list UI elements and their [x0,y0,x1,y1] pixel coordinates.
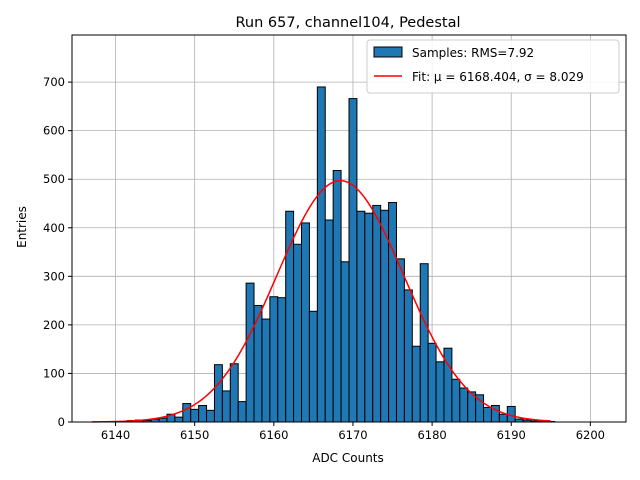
histogram-bar [403,289,413,423]
histogram-bar [293,243,303,423]
histogram-bar [261,318,271,423]
histogram-bar [356,210,366,423]
x-tick-label: 6190 [497,428,526,442]
histogram-bar [388,202,397,423]
y-tick-label: 200 [43,318,65,332]
histogram-bar [182,403,192,423]
legend-swatch-samples [373,46,403,58]
histogram-bar [372,204,382,423]
histogram-bar [451,378,461,423]
histogram-bar [277,297,287,423]
histogram-bar [380,209,390,423]
fit-curve [91,179,551,423]
histogram-bar [301,222,310,423]
histogram-bar [435,361,445,423]
y-tick-label: 300 [43,269,65,283]
x-axis-label: ADC Counts [312,451,384,465]
x-tick-label: 6150 [180,428,209,442]
histogram-bar [419,263,429,423]
y-axis-label: Entries [15,206,29,248]
histogram-bar [229,363,239,423]
y-tick-label: 100 [43,366,65,380]
legend: Samples: RMS=7.92 Fit: μ = 6168.404, σ =… [366,39,620,94]
histogram-bar [269,296,279,423]
ticks: 6140 6150 6160 6170 6180 6190 6200 0 100 200 300 40… [43,75,605,442]
y-tick-label: 500 [43,172,65,186]
histogram-bar [364,212,374,423]
histogram-bar [316,86,326,423]
histogram-bar [285,210,295,423]
histogram-bar [158,417,168,423]
histogram-bar [221,390,231,423]
histogram-bar [237,401,247,423]
y-tick-label: 700 [43,75,65,89]
histogram-bar [411,345,421,423]
histogram-bar [498,413,508,423]
histogram-bar [245,282,255,423]
histogram-bar [206,409,215,423]
histogram-bar [190,408,200,423]
histogram-bar [213,364,223,423]
x-tick-label: 6160 [259,428,288,442]
histogram-bar [308,310,318,423]
histogram-bar [340,261,350,423]
x-tick-label: 6180 [417,428,446,442]
histogram-bar [348,98,358,423]
x-tick-label: 6170 [338,428,367,442]
legend-label-samples: Samples: RMS=7.92 [412,46,534,60]
x-tick-label: 6140 [101,428,130,442]
histogram-bar [198,404,208,423]
histogram-bar [427,342,437,423]
chart-title: Run 657, channel104, Pedestal [235,15,460,31]
histogram-bar [332,169,342,423]
x-tick-label: 6200 [576,428,605,442]
histogram-bar [483,406,492,423]
y-tick-label: 400 [43,221,65,235]
histogram-bar [459,387,469,423]
legend-label-fit: Fit: μ = 6168.404, σ = 8.029 [412,70,584,84]
y-tick-label: 600 [43,124,65,138]
legend-frame [366,39,620,94]
plot-frame [71,34,627,423]
histogram-bar [324,219,334,423]
axes [71,34,627,423]
y-tick-label: 0 [58,415,65,429]
fit-curve-layer [91,179,551,423]
histogram-bar [395,258,405,423]
histogram-bar [174,416,184,423]
